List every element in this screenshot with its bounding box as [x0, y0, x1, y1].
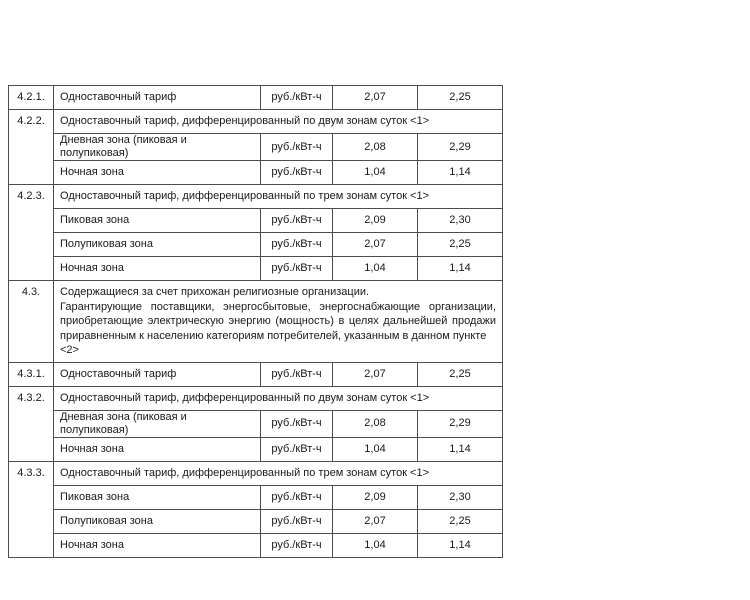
- table-row: Ночная зона руб./кВт-ч 1,04 1,14: [9, 256, 503, 281]
- value-cell-2: 2,30: [417, 208, 503, 233]
- value-cell-1: 1,04: [332, 160, 418, 185]
- row-number: 4.2.3.: [8, 184, 54, 281]
- row-number: 4.2.2.: [8, 109, 54, 185]
- table-row-group: 4.3.3. Одноставочный тариф, дифференциро…: [8, 460, 503, 558]
- table-row: Ночная зона руб./кВт-ч 1,04 1,14: [9, 436, 503, 462]
- tariff-name: Одноставочный тариф: [53, 85, 261, 110]
- value-cell-1: 2,07: [332, 232, 418, 257]
- row-number: 4.3.3.: [8, 460, 54, 558]
- table-row: Ночная зона руб./кВт-ч 1,04 1,14: [9, 532, 503, 558]
- row-number: 4.2.1.: [8, 85, 54, 110]
- value-cell-2: 1,14: [417, 256, 503, 281]
- value-cell-1: 2,09: [332, 208, 418, 233]
- value-cell-2: 1,14: [417, 532, 503, 558]
- table-row-group: 4.2.3. Одноставочный тариф, дифференциро…: [8, 184, 503, 281]
- value-cell-2: 2,30: [417, 484, 503, 510]
- row-number: 4.3.1.: [8, 361, 54, 387]
- unit-cell: руб./кВт-ч: [260, 409, 333, 438]
- value-cell-2: 2,25: [417, 85, 503, 110]
- tariff-name: Полупиковая зона: [53, 508, 261, 534]
- tariff-name: Ночная зона: [53, 532, 261, 558]
- table-row: Полупиковая зона руб./кВт-ч 2,07 2,25: [9, 232, 503, 257]
- tariff-name: Дневная зона (пиковая и полупиковая): [53, 409, 261, 438]
- table-row: Полупиковая зона руб./кВт-ч 2,07 2,25: [9, 508, 503, 534]
- value-cell-2: 1,14: [417, 436, 503, 462]
- value-cell-1: 2,08: [332, 409, 418, 438]
- tariff-name: Пиковая зона: [53, 484, 261, 510]
- group-title: Одноставочный тариф, дифференцированный …: [53, 109, 503, 134]
- tariff-name: Полупиковая зона: [53, 232, 261, 257]
- table-row: Дневная зона (пиковая и полупиковая) руб…: [9, 133, 503, 161]
- table-row-group: 4.2.2. Одноставочный тариф, дифференциро…: [8, 109, 503, 185]
- table-row: Ночная зона руб./кВт-ч 1,04 1,14: [9, 160, 503, 185]
- value-cell-1: 2,07: [332, 85, 418, 110]
- description-line: приобретающие электрическую энергию (мощ…: [60, 315, 496, 327]
- table-row: Пиковая зона руб./кВт-ч 2,09 2,30: [9, 208, 503, 233]
- value-cell-1: 2,07: [332, 508, 418, 534]
- unit-cell: руб./кВт-ч: [260, 484, 333, 510]
- description-line: Гарантирующие поставщики, энергосбытовые…: [60, 300, 496, 313]
- table-row: Дневная зона (пиковая и полупиковая) руб…: [9, 409, 503, 438]
- value-cell-1: 1,04: [332, 436, 418, 462]
- value-cell-1: 2,07: [332, 361, 418, 387]
- unit-cell: руб./кВт-ч: [260, 256, 333, 281]
- tariff-name: Одноставочный тариф: [53, 361, 261, 387]
- table-row: 4.2.1. Одноставочный тариф руб./кВт-ч 2,…: [8, 85, 503, 110]
- unit-cell: руб./кВт-ч: [260, 436, 333, 462]
- group-title: Одноставочный тариф, дифференцированный …: [53, 385, 503, 411]
- unit-cell: руб./кВт-ч: [260, 208, 333, 233]
- value-cell-2: 2,29: [417, 133, 503, 161]
- group-title: Одноставочный тариф, дифференцированный …: [53, 460, 503, 486]
- tariff-name: Ночная зона: [53, 256, 261, 281]
- unit-cell: руб./кВт-ч: [260, 85, 333, 110]
- table-row-group: 4.3.2. Одноставочный тариф, дифференциро…: [8, 385, 503, 462]
- unit-cell: руб./кВт-ч: [260, 133, 333, 161]
- value-cell-1: 2,09: [332, 484, 418, 510]
- table-row-textblock: 4.3. Содержащиеся за счет прихожан религ…: [8, 280, 503, 363]
- description-line: приравненным к населению категориям потр…: [60, 329, 487, 357]
- value-cell-2: 2,25: [417, 232, 503, 257]
- category-description: Содержащиеся за счет прихожан религиозны…: [53, 280, 503, 363]
- tariff-name: Ночная зона: [53, 436, 261, 462]
- value-cell-2: 2,29: [417, 409, 503, 438]
- tariff-table: 4.2.1. Одноставочный тариф руб./кВт-ч 2,…: [8, 85, 503, 558]
- tariff-name: Дневная зона (пиковая и полупиковая): [53, 133, 261, 161]
- group-title: Одноставочный тариф, дифференцированный …: [53, 184, 503, 209]
- unit-cell: руб./кВт-ч: [260, 508, 333, 534]
- value-cell-2: 2,25: [417, 508, 503, 534]
- unit-cell: руб./кВт-ч: [260, 361, 333, 387]
- value-cell-1: 1,04: [332, 256, 418, 281]
- value-cell-2: 2,25: [417, 361, 503, 387]
- value-cell-1: 1,04: [332, 532, 418, 558]
- row-number: 4.3.: [8, 280, 54, 363]
- value-cell-1: 2,08: [332, 133, 418, 161]
- unit-cell: руб./кВт-ч: [260, 232, 333, 257]
- tariff-name: Ночная зона: [53, 160, 261, 185]
- table-row: 4.3.1. Одноставочный тариф руб./кВт-ч 2,…: [8, 361, 503, 387]
- tariff-name: Пиковая зона: [53, 208, 261, 233]
- description-line: Содержащиеся за счет прихожан религиозны…: [60, 286, 370, 298]
- unit-cell: руб./кВт-ч: [260, 532, 333, 558]
- table-row: Пиковая зона руб./кВт-ч 2,09 2,30: [9, 484, 503, 510]
- row-number: 4.3.2.: [8, 385, 54, 462]
- value-cell-2: 1,14: [417, 160, 503, 185]
- unit-cell: руб./кВт-ч: [260, 160, 333, 185]
